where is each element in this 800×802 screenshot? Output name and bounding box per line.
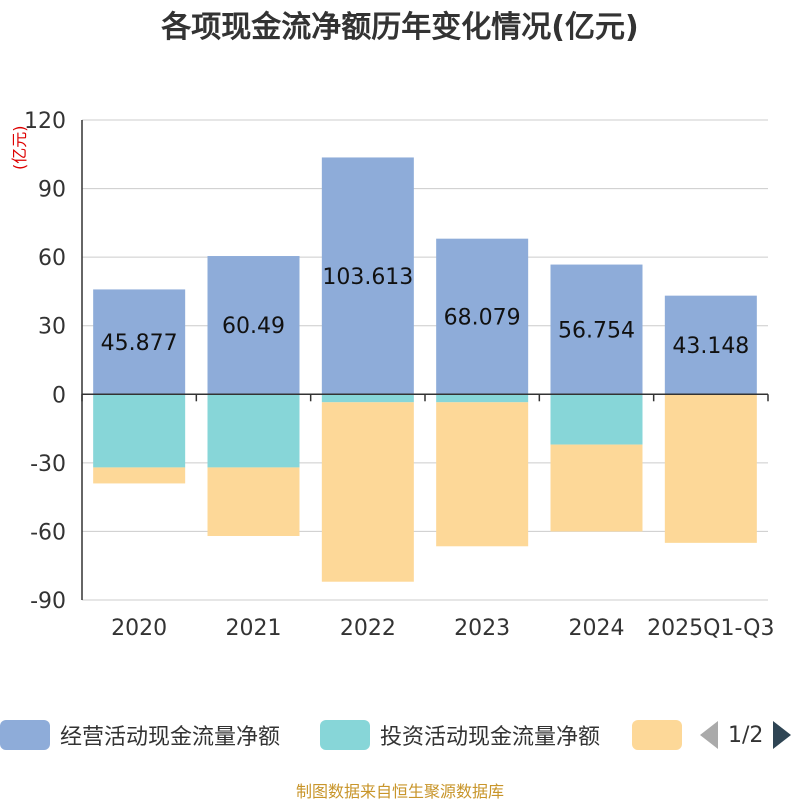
bar-investing <box>436 394 529 403</box>
x-tick-label: 2023 <box>454 616 510 641</box>
y-tick-label: -60 <box>30 520 66 545</box>
legend-swatch-third <box>632 720 682 750</box>
bar-investing <box>93 394 186 468</box>
legend-item-investing[interactable]: 投资活动现金流量净额 <box>320 714 600 756</box>
x-tick-label: 2020 <box>111 616 167 641</box>
legend-swatch-investing <box>320 720 370 750</box>
bar-third <box>436 402 529 547</box>
chart-title: 各项现金流净额历年变化情况(亿元) <box>161 10 639 45</box>
data-label: 56.754 <box>558 318 635 343</box>
bar-investing <box>550 394 643 445</box>
bar-operating <box>321 157 414 395</box>
data-source-note: 制图数据来自恒生聚源数据库 <box>295 782 504 801</box>
legend: 经营活动现金流量净额 投资活动现金流量净额 1/2 <box>0 714 800 756</box>
bar-third <box>321 402 414 582</box>
y-tick-label: 120 <box>24 109 66 134</box>
legend-label-investing: 投资活动现金流量净额 <box>380 725 601 750</box>
bar-third <box>207 467 300 536</box>
bar-operating <box>207 256 300 395</box>
y-tick-label: 90 <box>38 178 66 203</box>
x-tick-label: 2024 <box>569 616 625 641</box>
data-label: 103.613 <box>322 265 413 290</box>
y-tick-label: -90 <box>30 589 66 614</box>
bar-operating <box>664 295 757 395</box>
x-tick-label: 2025Q1-Q3 <box>647 616 774 641</box>
y-tick-label: -30 <box>30 452 66 477</box>
legend-prev-page-icon[interactable] <box>700 721 718 749</box>
bar-third <box>93 467 186 484</box>
y-tick-label: 30 <box>38 315 66 340</box>
x-tick-label: 2021 <box>226 616 282 641</box>
legend-pager: 1/2 <box>700 714 792 756</box>
legend-next-page-icon[interactable] <box>773 721 792 749</box>
bar-investing <box>321 394 414 403</box>
legend-swatch-operating <box>0 720 50 750</box>
bar-operating <box>436 238 529 395</box>
legend-page-label: 1/2 <box>728 722 764 748</box>
bar-third <box>664 394 757 543</box>
x-tick-label: 2022 <box>340 616 396 641</box>
legend-item-operating[interactable]: 经营活动现金流量净额 <box>0 714 280 756</box>
bar-investing <box>207 394 300 468</box>
y-tick-label: 0 <box>52 383 66 408</box>
data-label: 43.148 <box>672 334 749 359</box>
legend-item-third[interactable] <box>632 714 682 756</box>
y-tick-label: 60 <box>38 246 66 271</box>
legend-label-operating: 经营活动现金流量净额 <box>60 725 281 750</box>
bar-operating <box>550 264 643 395</box>
bar-chart: 120 90 60 30 0 -30 -60 -90 2020 2021 2022 2023 2024 2… <box>24 109 775 641</box>
bar-third <box>550 444 643 532</box>
data-label: 45.877 <box>101 331 178 356</box>
bar-operating <box>93 289 186 395</box>
data-label: 68.079 <box>444 305 521 330</box>
data-label: 60.49 <box>222 314 285 339</box>
